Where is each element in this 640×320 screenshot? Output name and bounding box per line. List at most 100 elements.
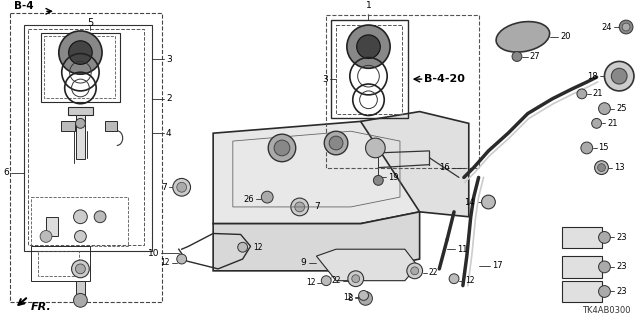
Text: 6: 6: [3, 168, 9, 177]
Circle shape: [348, 271, 364, 287]
Circle shape: [598, 261, 611, 273]
Circle shape: [595, 161, 609, 174]
Polygon shape: [213, 212, 420, 271]
Text: 17: 17: [492, 261, 503, 270]
Text: B-4-20: B-4-20: [424, 74, 465, 84]
Circle shape: [295, 202, 305, 212]
Circle shape: [358, 292, 372, 305]
Text: 3: 3: [323, 75, 328, 84]
Bar: [44, 36, 115, 98]
Text: 12: 12: [343, 293, 353, 302]
Bar: [24, 25, 152, 251]
Circle shape: [577, 89, 587, 99]
Circle shape: [74, 293, 87, 307]
Text: 23: 23: [616, 233, 627, 242]
Text: 12: 12: [465, 276, 474, 285]
Circle shape: [611, 68, 627, 84]
Bar: [10, 13, 162, 302]
Bar: [562, 281, 602, 302]
Circle shape: [40, 230, 52, 242]
Circle shape: [358, 291, 369, 300]
Bar: [31, 197, 127, 246]
Circle shape: [365, 138, 385, 158]
Circle shape: [481, 195, 495, 209]
Circle shape: [177, 254, 187, 264]
Circle shape: [274, 140, 290, 156]
Circle shape: [449, 274, 459, 284]
Text: 9: 9: [301, 259, 307, 268]
Text: 12: 12: [253, 243, 263, 252]
Polygon shape: [213, 121, 420, 224]
Text: 10: 10: [148, 249, 159, 258]
Circle shape: [356, 35, 380, 59]
Bar: [76, 115, 85, 159]
Circle shape: [268, 134, 296, 162]
Text: 7: 7: [161, 183, 167, 192]
Text: 12: 12: [306, 278, 316, 287]
Circle shape: [604, 61, 634, 91]
Circle shape: [74, 230, 86, 242]
Text: 26: 26: [244, 195, 255, 204]
Text: 13: 13: [614, 163, 625, 172]
Circle shape: [592, 118, 602, 128]
Circle shape: [68, 41, 92, 64]
Text: 23: 23: [616, 287, 627, 296]
Text: 14: 14: [464, 197, 475, 206]
Text: 23: 23: [616, 262, 627, 271]
Circle shape: [324, 131, 348, 155]
Circle shape: [74, 210, 87, 224]
Text: 3: 3: [166, 55, 172, 64]
Text: 21: 21: [607, 119, 618, 128]
Circle shape: [72, 260, 89, 278]
Circle shape: [291, 198, 308, 216]
Text: 12: 12: [161, 259, 170, 268]
Circle shape: [329, 136, 343, 150]
Text: 25: 25: [616, 104, 627, 113]
Text: FR.: FR.: [30, 302, 51, 312]
Bar: [68, 107, 93, 115]
Text: 5: 5: [87, 18, 93, 28]
Bar: [326, 15, 479, 168]
Circle shape: [261, 191, 273, 203]
Text: 21: 21: [593, 89, 603, 98]
Text: 11: 11: [457, 245, 467, 254]
Bar: [562, 256, 602, 278]
Text: 22: 22: [332, 276, 341, 285]
Circle shape: [598, 285, 611, 297]
Bar: [61, 121, 74, 131]
Circle shape: [177, 182, 187, 192]
Circle shape: [76, 118, 85, 128]
Circle shape: [373, 175, 383, 185]
Bar: [38, 251, 79, 276]
Text: 2: 2: [166, 94, 172, 103]
Text: 1: 1: [365, 1, 371, 10]
Text: 24: 24: [602, 22, 612, 31]
Bar: [76, 281, 85, 298]
Circle shape: [59, 31, 102, 74]
Text: 22: 22: [428, 268, 438, 277]
Polygon shape: [316, 249, 418, 281]
Bar: [562, 227, 602, 248]
Ellipse shape: [496, 21, 550, 52]
Circle shape: [321, 276, 331, 285]
Circle shape: [581, 142, 593, 154]
Circle shape: [94, 211, 106, 223]
Polygon shape: [360, 112, 468, 217]
Text: 18: 18: [587, 72, 598, 81]
Text: 20: 20: [560, 32, 571, 41]
Bar: [331, 20, 408, 118]
Circle shape: [237, 242, 248, 252]
Circle shape: [598, 164, 605, 172]
Text: 27: 27: [530, 52, 540, 61]
Text: 15: 15: [598, 143, 609, 152]
Text: 7: 7: [314, 203, 320, 212]
Circle shape: [620, 20, 633, 34]
Text: 8: 8: [348, 294, 353, 303]
Circle shape: [598, 103, 611, 115]
Bar: [46, 217, 58, 236]
Circle shape: [173, 179, 191, 196]
Circle shape: [76, 264, 85, 274]
Text: 4: 4: [166, 129, 172, 138]
Text: B-4: B-4: [13, 1, 33, 11]
Bar: [41, 33, 120, 102]
